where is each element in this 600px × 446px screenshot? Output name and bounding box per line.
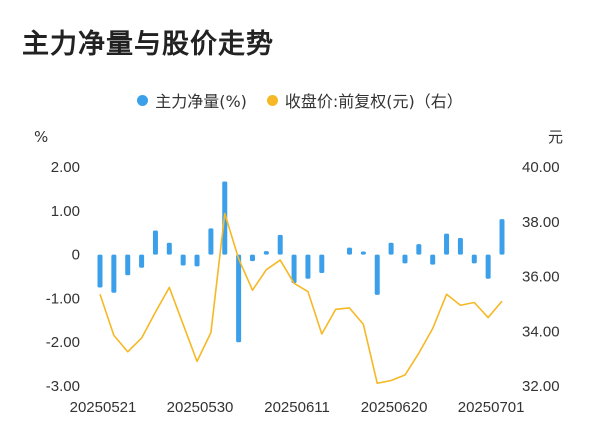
- left-tick-label: 0: [72, 247, 80, 264]
- bar: [97, 254, 103, 288]
- right-tick-label: 36.00: [522, 269, 560, 286]
- legend: 主力净量(%) 收盘价:前复权(元)（右）: [0, 88, 600, 112]
- chart-title: 主力净量与股价走势: [22, 29, 274, 60]
- bar: [388, 242, 394, 255]
- bar-series: [97, 181, 505, 343]
- x-tick-label: 20250701: [458, 399, 525, 416]
- bar: [236, 254, 242, 343]
- bar: [499, 219, 505, 255]
- bar: [139, 254, 145, 268]
- legend-item-bar[interactable]: 主力净量(%): [137, 88, 247, 112]
- bar: [125, 254, 131, 276]
- bar: [263, 251, 269, 255]
- left-tick-label: 2.00: [51, 159, 80, 176]
- left-axis-unit: %: [34, 128, 48, 146]
- x-tick-label: 20250620: [361, 399, 428, 416]
- right-tick-label: 38.00: [522, 214, 560, 231]
- bar: [457, 237, 463, 255]
- legend-line-dot-icon: [266, 94, 278, 106]
- bar: [430, 254, 436, 265]
- bar: [180, 254, 186, 266]
- bar: [305, 254, 311, 279]
- x-tick-label: 20250611: [264, 399, 330, 416]
- line-series: [99, 212, 503, 385]
- bar: [347, 247, 353, 255]
- bar: [360, 251, 366, 255]
- left-tick-label: -1.00: [46, 290, 80, 307]
- legend-line-label: 收盘价:前复权(元)（右）: [284, 92, 463, 111]
- bar: [194, 254, 200, 267]
- left-tick-label: 1.00: [51, 203, 80, 220]
- x-tick-label: 20250530: [167, 399, 234, 416]
- bar: [471, 254, 477, 264]
- x-axis-ticks: 20250521 20250530 20250611 20250620 20250701: [70, 399, 525, 416]
- right-tick-label: 40.00: [522, 159, 560, 176]
- left-axis-ticks: 2.00 1.00 0 -1.00 -2.00 -3.00: [46, 159, 80, 395]
- bar: [277, 234, 283, 255]
- bar: [416, 244, 422, 255]
- bar: [485, 254, 491, 279]
- bar: [111, 254, 117, 293]
- left-tick-label: -3.00: [46, 378, 80, 395]
- bar: [166, 242, 172, 255]
- right-tick-label: 34.00: [522, 323, 560, 340]
- left-tick-label: -2.00: [46, 334, 80, 351]
- x-tick-label: 20250521: [70, 399, 137, 416]
- bar: [291, 254, 297, 284]
- bar: [374, 254, 380, 295]
- bar: [444, 233, 450, 255]
- bar: [249, 254, 255, 262]
- right-axis-unit: 元: [548, 128, 563, 146]
- bar: [208, 228, 214, 255]
- price-line: [99, 212, 503, 385]
- right-tick-label: 32.00: [522, 378, 560, 395]
- legend-bar-label: 主力净量(%): [155, 92, 247, 111]
- bar: [402, 254, 408, 264]
- bar: [319, 254, 325, 273]
- right-axis-ticks: 40.00 38.00 36.00 34.00 32.00: [522, 159, 560, 395]
- legend-bar-dot-icon: [137, 94, 149, 106]
- legend-item-line[interactable]: 收盘价:前复权(元)（右）: [266, 88, 463, 112]
- bar: [152, 230, 158, 255]
